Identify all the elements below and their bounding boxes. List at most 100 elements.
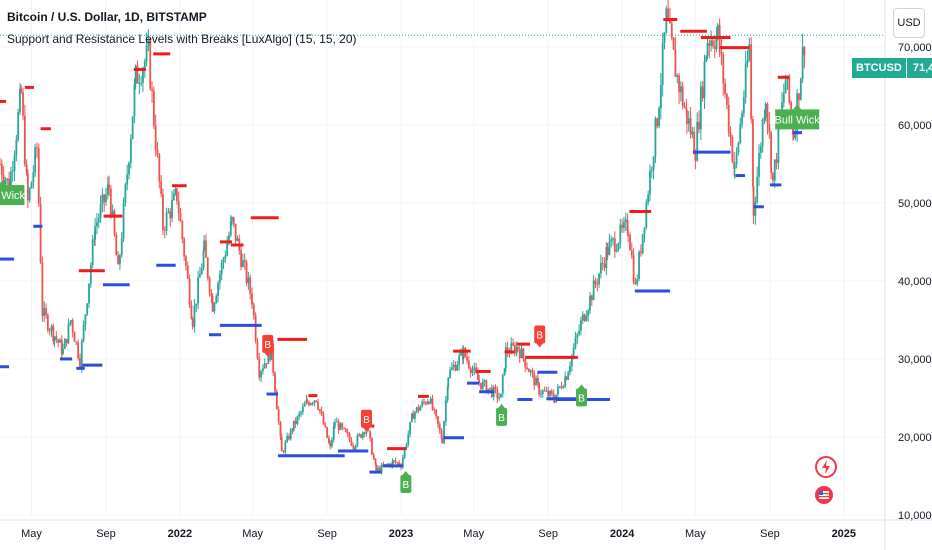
candle-body	[372, 454, 375, 459]
candle-body	[411, 413, 413, 422]
candle-body	[578, 330, 580, 335]
candle-body	[185, 256, 187, 266]
candle-body	[62, 348, 64, 354]
lightning-icon[interactable]	[815, 456, 837, 478]
candle-body	[226, 243, 229, 256]
candle-body	[790, 102, 793, 117]
candle-body	[363, 432, 366, 434]
candle-body	[598, 273, 600, 285]
candle-body	[172, 193, 175, 201]
candle-body	[115, 235, 118, 256]
candle-body	[360, 434, 362, 438]
break-label: B	[496, 403, 508, 426]
break-label-text: B	[264, 340, 271, 351]
candle-body	[13, 155, 16, 171]
candle-body	[531, 370, 534, 373]
candle-body	[701, 86, 704, 98]
candle-body	[663, 32, 666, 43]
candle-body	[348, 433, 351, 440]
candle-body	[361, 432, 364, 438]
candle-body	[392, 460, 395, 462]
candle-body	[174, 188, 177, 194]
candle-body	[705, 56, 708, 62]
candle-body	[346, 432, 349, 434]
candle-body	[624, 219, 627, 222]
candle-body	[318, 409, 321, 412]
candle-body	[337, 421, 340, 430]
candle-body	[441, 438, 444, 443]
candle-body	[73, 332, 76, 342]
candle-body	[720, 51, 723, 55]
candle-body	[739, 124, 742, 143]
candle-body	[101, 194, 104, 205]
candle-body	[183, 239, 186, 257]
candle-body	[679, 86, 682, 93]
candle-body	[152, 90, 155, 126]
candle-body	[311, 403, 314, 405]
candle-body	[645, 202, 648, 228]
candle-body	[744, 63, 747, 98]
last-price-label: BTCUSD 71,484	[852, 58, 932, 78]
candle-body	[454, 364, 457, 371]
candle-body	[615, 249, 618, 252]
candle-body	[350, 439, 353, 446]
break-label-pointer	[401, 471, 410, 477]
candle-body	[552, 393, 555, 400]
candle-body	[308, 402, 310, 406]
candle-body	[97, 218, 100, 223]
break-label: B	[534, 325, 546, 348]
candle-body	[371, 438, 373, 455]
candle-body	[605, 246, 608, 268]
wick-label-text: Bull Wick	[0, 190, 26, 202]
candle-body	[613, 238, 616, 252]
candle-body	[28, 188, 31, 201]
candle-body	[415, 407, 418, 413]
candle-body	[334, 422, 336, 426]
candle-body	[232, 217, 235, 224]
candle-body	[777, 126, 780, 163]
candle-body	[210, 293, 213, 296]
break-label-text: B	[498, 413, 505, 424]
candle-body	[460, 350, 462, 356]
indicator-title[interactable]: Support and Resistance Levels with Break…	[7, 32, 357, 46]
candle-body	[792, 134, 795, 138]
candle-body	[764, 103, 767, 118]
candle-body	[471, 370, 474, 373]
candle-body	[601, 262, 604, 264]
candle-body	[446, 387, 449, 401]
candle-body	[82, 324, 85, 341]
candle-body	[429, 398, 432, 404]
candle-body	[722, 54, 725, 84]
candle-body	[612, 238, 614, 240]
candle-body	[417, 407, 420, 411]
wick-label-box	[0, 185, 25, 206]
candle-body	[265, 363, 268, 365]
candle-body	[131, 116, 134, 139]
candle-body	[55, 336, 58, 340]
flag-icon[interactable]	[815, 486, 833, 504]
candle-body	[480, 382, 482, 389]
candle-body	[649, 170, 651, 195]
candle-body	[496, 389, 499, 399]
candle-body	[117, 255, 120, 265]
candle-body	[391, 460, 394, 467]
candle-body	[545, 390, 548, 392]
candle-body	[713, 46, 716, 50]
candle-body	[138, 83, 141, 85]
currency-button[interactable]: USD	[893, 8, 925, 38]
candle-body	[437, 416, 439, 425]
candle-body	[106, 184, 109, 195]
y-tick-label: 60,000	[898, 120, 932, 132]
candle-body	[213, 302, 216, 312]
candle-body	[503, 368, 506, 375]
break-label-box	[262, 334, 274, 353]
candle-body	[53, 336, 56, 341]
candle-body	[256, 341, 259, 359]
candle-body	[22, 92, 24, 116]
candle-body	[761, 120, 764, 147]
candle-body	[632, 255, 635, 283]
candle-body	[782, 93, 785, 103]
candle-body	[6, 178, 9, 181]
candle-body	[211, 295, 214, 312]
